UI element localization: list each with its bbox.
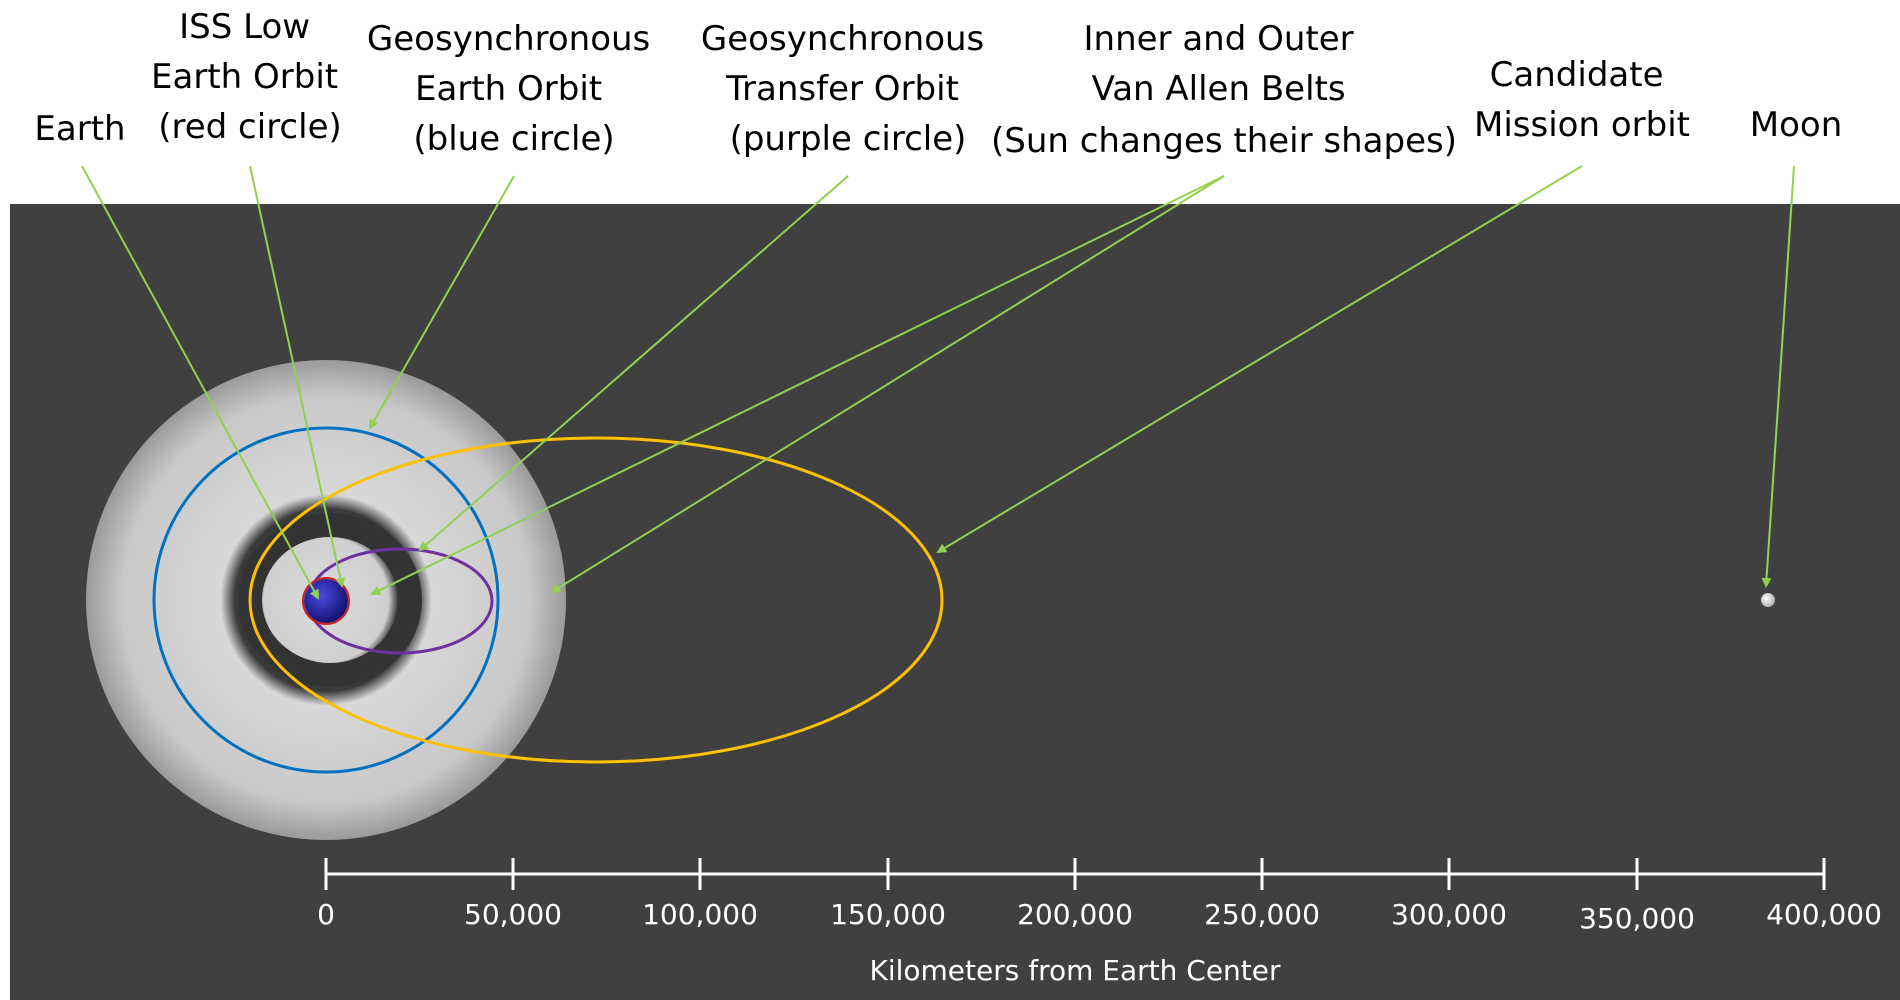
axis-tick-label: 0 [317,898,335,931]
axis-tick-label: 200,000 [1017,898,1133,931]
label-iss-orbit: ISS Low Earth Orbit (red circle) [151,7,349,147]
moon-dot [1761,593,1775,607]
axis-tick-label: 400,000 [1766,898,1882,931]
axis-tick-label: 50,000 [464,898,562,931]
axis-tick-label: 150,000 [830,898,946,931]
axis-tick-labels: 0 50,000 100,000 150,000 200,000 250,000… [317,898,1882,935]
axis-tick-label: 250,000 [1204,898,1320,931]
label-gto: Geosynchronous Transfer Orbit (purple ci… [701,19,995,159]
axis-tick-label: 300,000 [1391,898,1507,931]
axis-tick-label: 100,000 [642,898,758,931]
label-geo-orbit: Geosynchronous Earth Orbit (blue circle) [367,19,661,159]
label-earth: Earth [34,109,125,149]
label-candidate-orbit: Candidate Mission orbit [1474,55,1690,145]
axis-title: Kilometers from Earth Center [869,954,1281,987]
axis-tick-label: 350,000 [1579,902,1695,935]
callout-labels: Earth ISS Low Earth Orbit (red circle) G… [34,7,1842,161]
label-moon: Moon [1750,105,1843,145]
label-van-allen-belts: Inner and Outer Van Allen Belts (Sun cha… [991,19,1457,161]
